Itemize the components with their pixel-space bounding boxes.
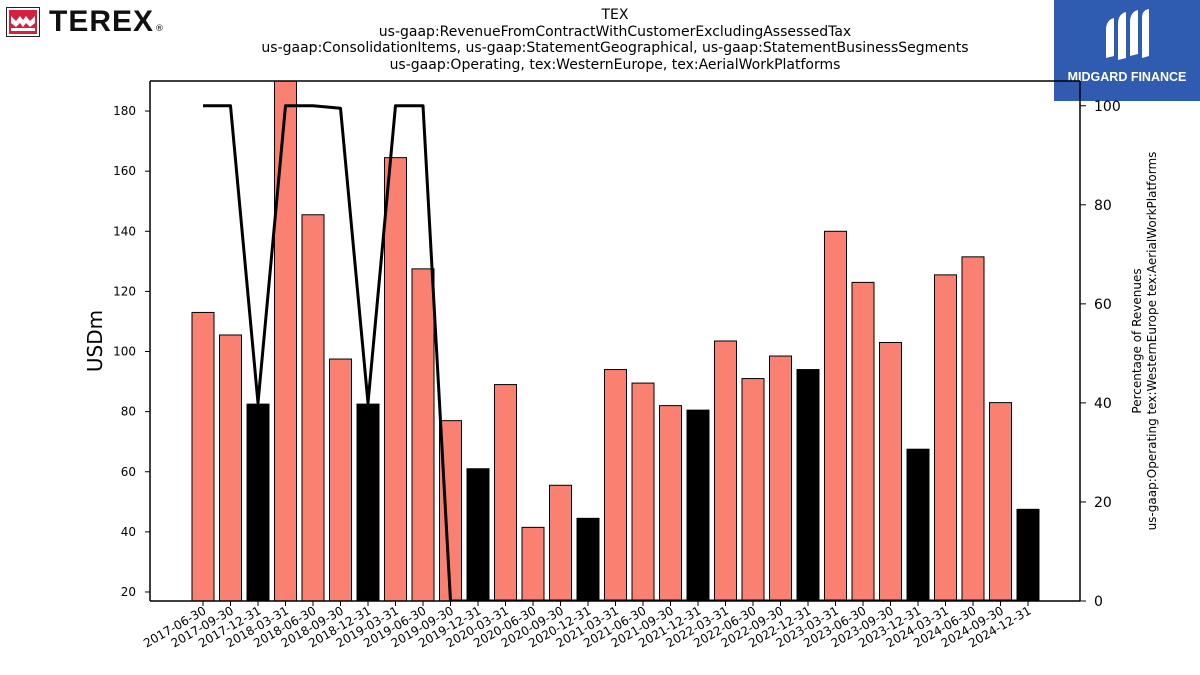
bar <box>301 214 325 601</box>
bar <box>934 274 957 601</box>
chart-title-line: TEX <box>601 7 629 23</box>
right-tick-label: 0 <box>1094 594 1103 610</box>
right-y-axis-label: Percentage of Revenues <box>1130 268 1144 413</box>
registered-mark: ® <box>155 24 165 34</box>
left-tick-label: 100 <box>113 345 136 359</box>
left-tick-label: 180 <box>113 104 136 118</box>
bar <box>384 157 407 601</box>
left-tick-label: 140 <box>113 224 136 238</box>
bar <box>494 384 517 601</box>
left-tick-label: 40 <box>121 525 136 539</box>
right-y-axis-label: us-gaap:Operating tex:WesternEurope tex:… <box>1145 152 1159 531</box>
bar <box>906 448 930 601</box>
chart-title-line: us-gaap:RevenueFromContractWithCustomerE… <box>378 23 852 40</box>
x-axis-ticks: 2017-06-302017-09-302017-12-312018-03-31… <box>141 601 1034 650</box>
bar <box>466 468 490 601</box>
terex-emblem-icon <box>6 7 40 37</box>
bar <box>329 358 352 601</box>
bar <box>851 281 875 601</box>
right-y-axis-ticks: 0 20 40 60 80 100 <box>1080 99 1121 610</box>
bar <box>521 526 545 601</box>
right-tick-label: 20 <box>1094 495 1112 511</box>
bar <box>219 334 242 601</box>
midgard-emblem-icon <box>1106 9 1149 60</box>
bar <box>824 230 847 601</box>
bar <box>1016 508 1040 601</box>
chart-title-line: us-gaap:Operating, tex:WesternEurope, te… <box>389 56 841 73</box>
bar <box>686 409 710 601</box>
bar <box>411 268 435 601</box>
left-tick-label: 20 <box>121 585 136 599</box>
left-y-axis-label: USDm <box>83 310 107 372</box>
right-tick-label: 60 <box>1094 297 1112 313</box>
bar <box>246 403 270 601</box>
bar <box>796 369 820 601</box>
chart-title-line: us-gaap:ConsolidationItems, us-gaap:Stat… <box>261 40 969 56</box>
midgard-finance-wordmark: MIDGARD FINANCE <box>1067 70 1187 84</box>
percentage-line-series <box>203 104 1028 601</box>
left-tick-label: 120 <box>113 284 136 298</box>
left-tick-label: 80 <box>121 405 136 419</box>
terex-wordmark: TEREX <box>49 5 155 38</box>
bar <box>961 256 985 601</box>
terex-logo: TEREX ® <box>6 5 206 39</box>
bar <box>576 517 600 601</box>
bar <box>769 355 792 601</box>
chart-title: TEX us-gaap:RevenueFromContractWithCusto… <box>200 7 1030 73</box>
bar <box>604 369 627 601</box>
left-tick-label: 60 <box>121 465 136 479</box>
right-tick-label: 40 <box>1094 396 1112 412</box>
bar <box>356 403 380 601</box>
bar <box>631 382 655 601</box>
bar <box>274 81 297 601</box>
bar <box>549 484 572 601</box>
bar <box>714 340 737 601</box>
left-tick-label: 160 <box>113 164 136 178</box>
midgard-finance-logo: MIDGARD FINANCE <box>1054 0 1200 101</box>
percentage-line <box>203 104 1028 601</box>
bar <box>191 311 215 601</box>
bar <box>659 405 682 601</box>
bar <box>741 378 765 601</box>
bar <box>879 342 902 601</box>
bar-series <box>191 81 1040 601</box>
right-tick-label: 80 <box>1094 198 1112 214</box>
bar <box>989 402 1012 601</box>
left-y-axis-ticks: 20 40 60 80 100 120 140 160 180 <box>113 104 150 599</box>
right-tick-label: 100 <box>1094 99 1121 115</box>
